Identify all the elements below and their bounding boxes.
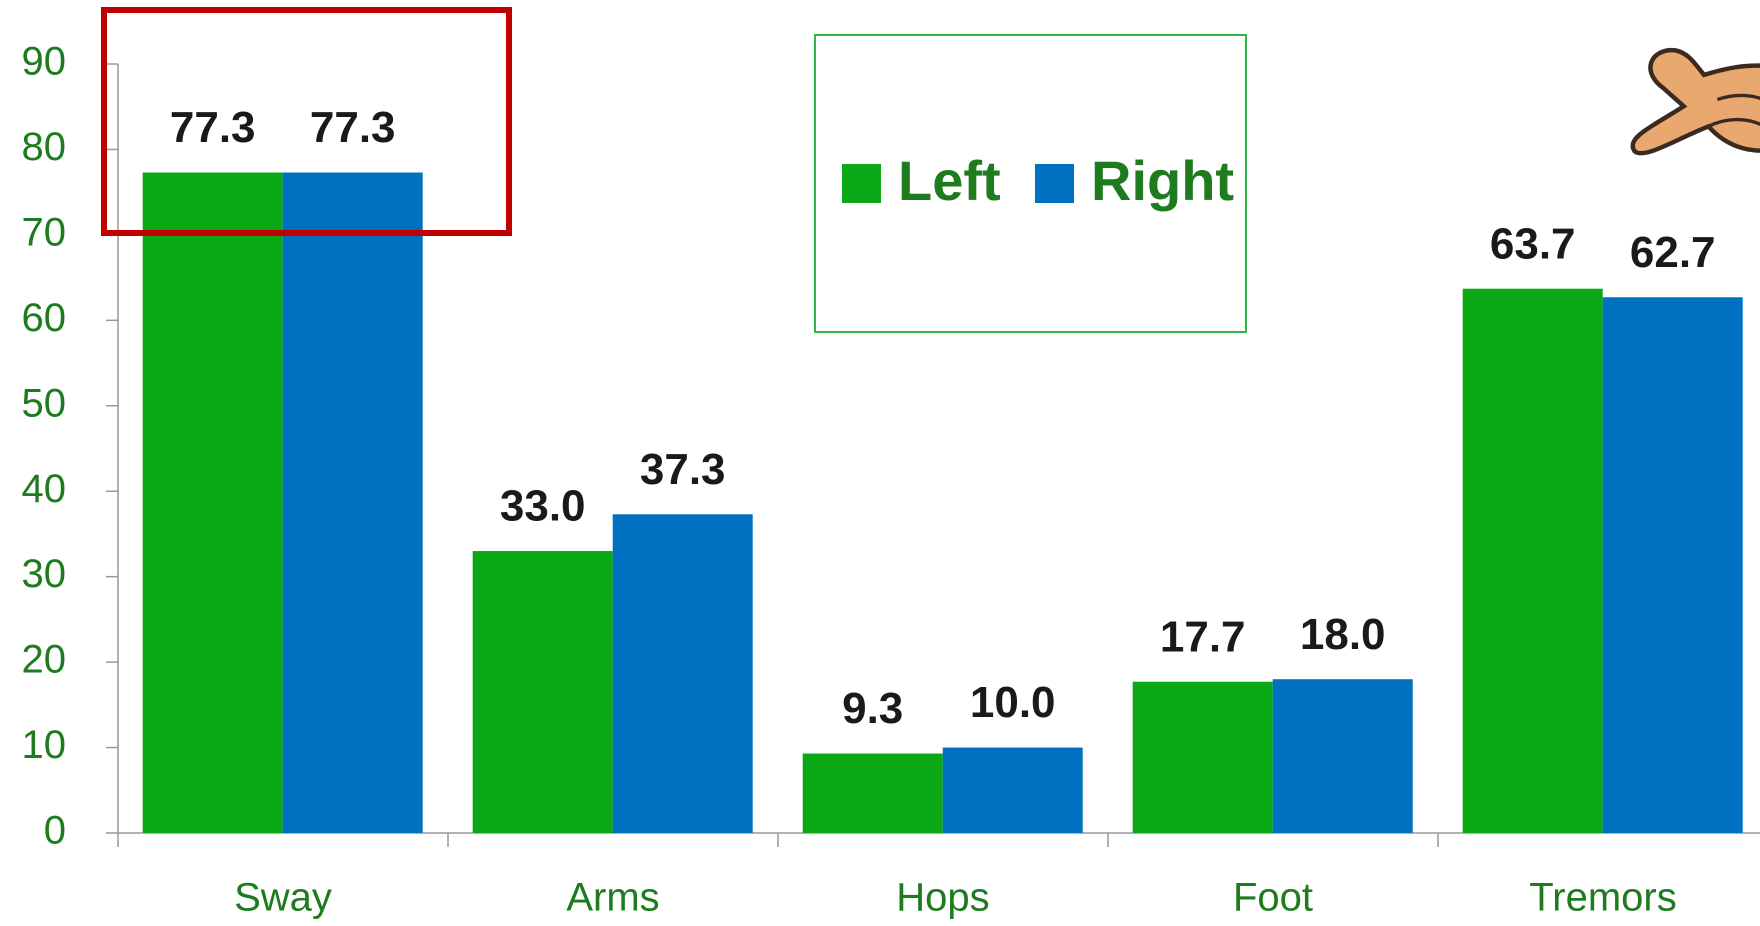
x-tick-label: Foot xyxy=(1233,876,1313,920)
bar xyxy=(1133,682,1273,833)
y-tick-label: 40 xyxy=(22,467,67,511)
y-tick-label: 80 xyxy=(22,125,67,169)
y-tick-label: 50 xyxy=(22,381,67,425)
data-label: 62.7 xyxy=(1630,228,1716,277)
bar xyxy=(1463,289,1603,833)
y-tick-label: 70 xyxy=(22,210,67,254)
pointing-hand-icon xyxy=(1633,50,1760,153)
y-tick-label: 20 xyxy=(22,638,67,682)
legend-swatch xyxy=(842,164,881,203)
legend-label: Right xyxy=(1091,149,1234,212)
bar xyxy=(1273,679,1413,833)
bar xyxy=(943,748,1083,833)
data-label: 17.7 xyxy=(1160,612,1246,661)
data-label: 18.0 xyxy=(1300,610,1386,659)
x-tick-label: Hops xyxy=(896,876,989,920)
data-label: 63.7 xyxy=(1490,219,1576,268)
y-tick-label: 30 xyxy=(22,552,67,596)
x-tick-label: Sway xyxy=(234,876,332,920)
bar xyxy=(143,173,283,833)
legend-label: Left xyxy=(898,149,1001,212)
bar xyxy=(473,551,613,833)
data-label: 37.3 xyxy=(640,445,726,494)
x-tick-label: Tremors xyxy=(1529,876,1676,920)
bar xyxy=(803,754,943,833)
bar xyxy=(1603,297,1743,833)
y-tick-label: 90 xyxy=(22,40,67,84)
legend-swatch xyxy=(1035,164,1074,203)
y-tick-label: 10 xyxy=(22,723,67,767)
x-tick-label: Arms xyxy=(566,876,659,920)
data-label: 77.3 xyxy=(170,103,256,152)
data-label: 77.3 xyxy=(310,103,396,152)
y-tick-label: 60 xyxy=(22,296,67,340)
data-label: 33.0 xyxy=(500,482,586,531)
data-label: 10.0 xyxy=(970,678,1056,727)
bar xyxy=(283,173,423,833)
y-tick-label: 0 xyxy=(44,809,66,853)
chart: 0 10 20 30 40 50 60 70 80 90 Sway 77.3 77.3 Arms 33.0 3… xyxy=(0,0,1760,926)
bar xyxy=(613,514,753,833)
data-label: 9.3 xyxy=(842,684,903,733)
